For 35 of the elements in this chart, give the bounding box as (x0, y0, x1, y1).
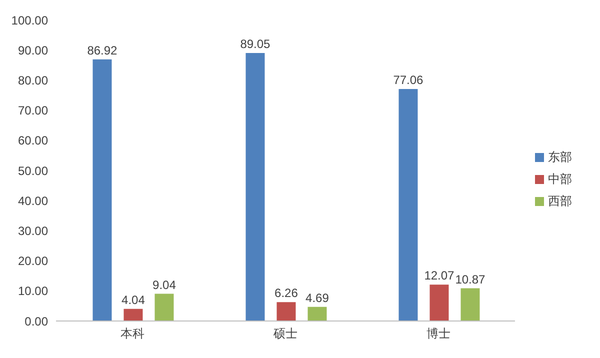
legend-label: 东部 (548, 150, 572, 164)
x-tick-label: 硕士 (272, 326, 298, 341)
data-label: 10.87 (455, 272, 486, 286)
data-label: 9.04 (152, 278, 176, 292)
x-tick-label: 博士 (426, 326, 450, 341)
y-tick-label: 90.00 (18, 43, 48, 58)
bar (430, 284, 449, 321)
data-label: 12.07 (424, 268, 455, 283)
data-label: 89.05 (240, 36, 271, 51)
data-label: 4.04 (122, 292, 146, 307)
y-tick-label: 20.00 (18, 254, 48, 268)
data-label: 6.26 (274, 286, 298, 300)
y-tick-label: 50.00 (18, 164, 48, 178)
data-label: 77.06 (393, 73, 424, 88)
bar (124, 308, 143, 321)
y-tick-label: 80.00 (18, 73, 48, 88)
data-label: 86.92 (87, 43, 118, 58)
y-tick-label: 70.00 (18, 104, 48, 118)
bar (154, 294, 174, 321)
legend-label: 西部 (548, 194, 572, 208)
legend-label: 中部 (548, 172, 572, 186)
data-label: 4.69 (306, 290, 330, 305)
y-tick-label: 30.00 (18, 224, 48, 238)
bar (276, 302, 296, 321)
y-tick-label: 10.00 (18, 284, 48, 298)
bar (308, 306, 327, 321)
y-tick-label: 60.00 (18, 134, 48, 148)
bar (398, 89, 418, 321)
bar (92, 59, 112, 321)
bar (460, 288, 480, 321)
y-tick-label: 0.00 (24, 314, 48, 328)
y-tick-label: 40.00 (18, 194, 48, 208)
y-tick-label: 100.00 (11, 13, 48, 28)
x-tick-label: 本科 (120, 326, 144, 341)
bar (246, 52, 265, 321)
